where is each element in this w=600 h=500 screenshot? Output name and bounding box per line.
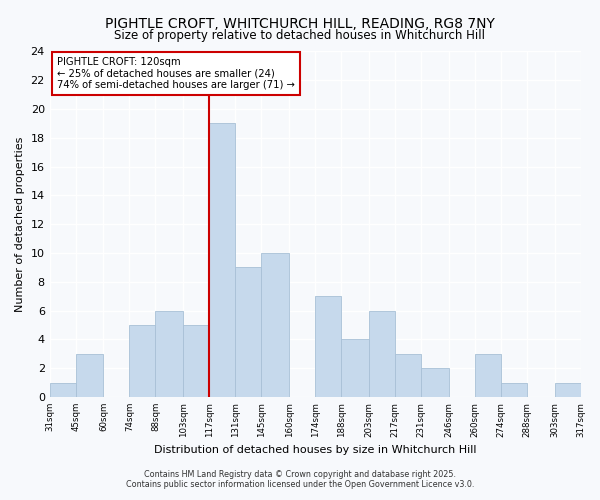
Text: Contains HM Land Registry data © Crown copyright and database right 2025.
Contai: Contains HM Land Registry data © Crown c… <box>126 470 474 489</box>
Bar <box>235 268 261 397</box>
Y-axis label: Number of detached properties: Number of detached properties <box>15 136 25 312</box>
Bar <box>500 382 527 397</box>
Bar <box>421 368 449 397</box>
Bar <box>475 354 500 397</box>
Bar <box>369 310 395 397</box>
Text: Size of property relative to detached houses in Whitchurch Hill: Size of property relative to detached ho… <box>115 29 485 42</box>
Bar <box>130 325 155 397</box>
Bar <box>155 310 184 397</box>
X-axis label: Distribution of detached houses by size in Whitchurch Hill: Distribution of detached houses by size … <box>154 445 476 455</box>
Bar <box>341 340 369 397</box>
Bar <box>315 296 341 397</box>
Bar <box>261 253 289 397</box>
Bar <box>395 354 421 397</box>
Bar <box>76 354 103 397</box>
Bar <box>209 124 235 397</box>
Bar <box>554 382 581 397</box>
Bar <box>50 382 76 397</box>
Bar <box>184 325 209 397</box>
Text: PIGHTLE CROFT, WHITCHURCH HILL, READING, RG8 7NY: PIGHTLE CROFT, WHITCHURCH HILL, READING,… <box>105 18 495 32</box>
Text: PIGHTLE CROFT: 120sqm
← 25% of detached houses are smaller (24)
74% of semi-deta: PIGHTLE CROFT: 120sqm ← 25% of detached … <box>57 58 295 90</box>
